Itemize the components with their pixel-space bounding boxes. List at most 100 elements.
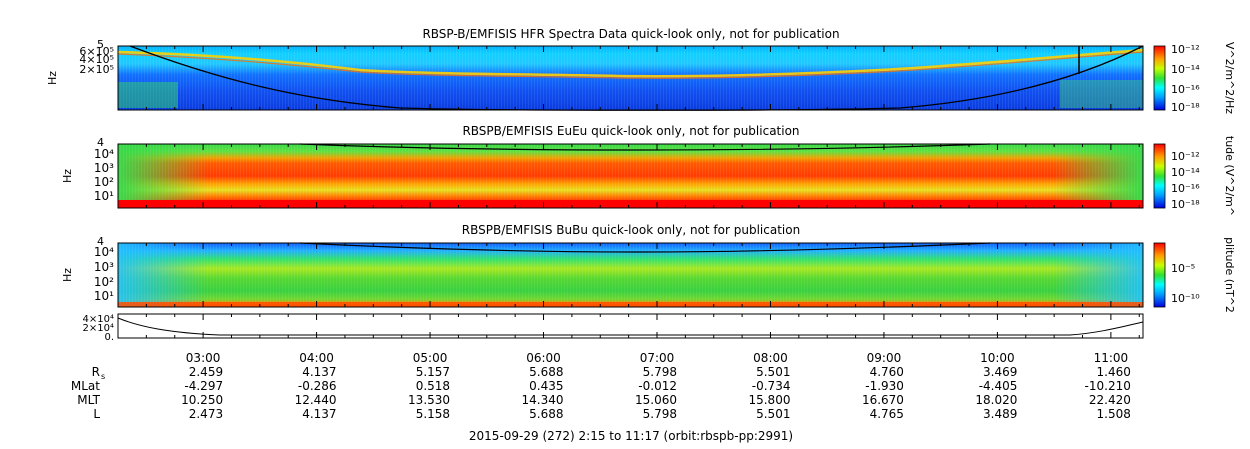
bubu-title: RBSPB/EMFISIS BuBu quick-look only, not … xyxy=(462,223,800,237)
time-ticks xyxy=(117,46,1140,338)
ephemeris-value: 12.440 xyxy=(295,393,337,407)
hfr-ytick-1: 6×10⁵ xyxy=(79,45,114,58)
ephemeris-value: 3.469 xyxy=(983,365,1017,379)
bubu-cbar-tick-2: 10⁻¹⁰ xyxy=(1171,292,1200,305)
ephemeris-value: 1.460 xyxy=(1097,365,1131,379)
eueu-title: RBSPB/EMFISIS EuEu quick-look only, not … xyxy=(462,124,799,138)
ephemeris-value: -0.012 xyxy=(638,379,677,393)
ephemeris-row-label-subscript: s xyxy=(101,372,105,381)
bubu-ytick-1: 10⁴ xyxy=(94,245,114,259)
ephemeris-value: 0.518 xyxy=(416,379,450,393)
time-tick-label: 07:00 xyxy=(640,351,675,365)
time-tick-label: 09:00 xyxy=(867,351,902,365)
ephemeris-value: 13.530 xyxy=(408,393,450,407)
time-tick-label: 06:00 xyxy=(526,351,561,365)
bubu-ytick-2: 10³ xyxy=(94,260,114,274)
eueu-ytop-label: 4 xyxy=(97,136,104,149)
time-tick-label: 10:00 xyxy=(980,351,1015,365)
hfr-ytick-3: 2×10⁵ xyxy=(79,63,114,76)
eueu-ytick-4: 10¹ xyxy=(94,189,114,203)
eueu-panel: RBSPB/EMFISIS EuEu quick-look only, not … xyxy=(61,124,1236,216)
time-tick-label: 03:00 xyxy=(186,351,221,365)
ephemeris-value: 4.765 xyxy=(870,407,904,421)
ephemeris-value: -4.297 xyxy=(184,379,223,393)
eueu-cbar-tick-1: 10⁻¹² xyxy=(1171,150,1200,163)
ephemeris-value: -0.734 xyxy=(752,379,791,393)
ephemeris-row-label: R xyxy=(92,365,100,379)
ephemeris-value: 0.435 xyxy=(529,379,563,393)
line-series xyxy=(117,317,1144,336)
ephemeris-value: 4.137 xyxy=(302,407,336,421)
time-tick-label: 04:00 xyxy=(299,351,334,365)
ephemeris-value: 2.459 xyxy=(189,365,223,379)
ephemeris-row-label: MLT xyxy=(77,393,100,407)
eueu-ylabel: Hz xyxy=(61,169,74,183)
line-panel: 4×10⁴ 2×10⁴ 0. xyxy=(83,313,1144,343)
eueu-ytick-1: 10⁴ xyxy=(94,147,114,161)
ephemeris-value: 5.501 xyxy=(756,365,790,379)
ephemeris-value: 18.020 xyxy=(975,393,1017,407)
ephemeris-row-label: MLat xyxy=(71,379,100,393)
hfr-colorbar xyxy=(1153,45,1166,111)
bubu-ylabel: Hz xyxy=(61,268,74,282)
ephemeris-value: 1.508 xyxy=(1097,407,1131,421)
line-ytick-1: 4×10⁴ xyxy=(83,314,114,325)
ephemeris-row-label: L xyxy=(93,407,100,421)
ephemeris-value: -4.405 xyxy=(979,379,1018,393)
ephemeris-value: 5.688 xyxy=(529,365,563,379)
ephemeris-value: 4.137 xyxy=(302,365,336,379)
ephemeris-value: 5.158 xyxy=(416,407,450,421)
ephemeris-value: 2.473 xyxy=(189,407,223,421)
hfr-ytop-label: 5 xyxy=(97,38,104,51)
bubu-panel: RBSPB/EMFISIS BuBu quick-look only, not … xyxy=(61,223,1236,313)
bubu-ytick-4: 10¹ xyxy=(94,289,114,303)
ephemeris-value: 16.670 xyxy=(862,393,904,407)
eueu-ytick-2: 10³ xyxy=(94,161,114,175)
bubu-envelope-curve xyxy=(299,242,991,253)
eueu-cbar-tick-3: 10⁻¹⁶ xyxy=(1171,182,1200,195)
bubu-ytop-label: 4 xyxy=(97,235,104,248)
bubu-cbar-tick-1: 10⁻⁵ xyxy=(1171,262,1195,275)
time-tick-label: 08:00 xyxy=(753,351,788,365)
time-axis: 03:00 04:00 05:00 06:00 07:00 08:00 09:00 10:00… xyxy=(186,351,1128,365)
eueu-cbar-tick-2: 10⁻¹⁴ xyxy=(1171,166,1200,179)
ephemeris-value: -0.286 xyxy=(298,379,337,393)
hfr-panel: RBSP-B/EMFISIS HFR Spectra Data quick-lo… xyxy=(46,27,1236,114)
hfr-cbar-tick-2: 10⁻¹⁴ xyxy=(1171,63,1200,76)
hfr-ytick-2: 4×10⁵ xyxy=(79,53,114,66)
eueu-cbar-label: tude (V^2/m^ xyxy=(1223,136,1236,216)
ephemeris-value: 5.501 xyxy=(756,407,790,421)
time-tick-label: 05:00 xyxy=(413,351,448,365)
line-ytick-2: 2×10⁴ xyxy=(83,323,114,334)
ephemeris-value: -1.930 xyxy=(865,379,904,393)
bubu-cbar-label: plitude (nT^2 xyxy=(1223,237,1236,313)
ephemeris-value: 14.340 xyxy=(522,393,564,407)
hfr-cbar-tick-4: 10⁻¹⁸ xyxy=(1171,101,1200,114)
ephemeris-value: 10.250 xyxy=(181,393,223,407)
ephemeris-value: 4.760 xyxy=(870,365,904,379)
hfr-cbar-label: V^2/m^2/Hz xyxy=(1223,42,1236,114)
ephemeris-value: 3.489 xyxy=(983,407,1017,421)
eueu-envelope-curve xyxy=(299,143,991,151)
eueu-ytick-3: 10² xyxy=(94,175,114,189)
hfr-upper-hybrid-line xyxy=(117,48,1144,78)
ephemeris-value: 15.800 xyxy=(748,393,790,407)
ephemeris-value: -10.210 xyxy=(1085,379,1131,393)
ephemeris-value: 5.688 xyxy=(529,407,563,421)
hfr-ylabel: Hz xyxy=(46,71,59,85)
line-ytick-3: 0. xyxy=(104,332,114,343)
eueu-cbar-tick-4: 10⁻¹⁸ xyxy=(1171,198,1200,211)
ephemeris-value: 22.420 xyxy=(1089,393,1131,407)
bubu-ytick-3: 10² xyxy=(94,275,114,289)
ephemeris-value: 5.798 xyxy=(643,365,677,379)
time-tick-label: 11:00 xyxy=(1094,351,1129,365)
footer-caption: 2015-09-29 (272) 2:15 to 11:17 (orbit:rb… xyxy=(469,429,793,443)
hfr-title: RBSP-B/EMFISIS HFR Spectra Data quick-lo… xyxy=(422,27,839,41)
ephemeris-value: 5.798 xyxy=(643,407,677,421)
ephemeris-value: 15.060 xyxy=(635,393,677,407)
bubu-colorbar xyxy=(1153,242,1166,308)
hfr-cbar-tick-3: 10⁻¹⁶ xyxy=(1171,83,1200,96)
ephemeris-value: 5.157 xyxy=(416,365,450,379)
